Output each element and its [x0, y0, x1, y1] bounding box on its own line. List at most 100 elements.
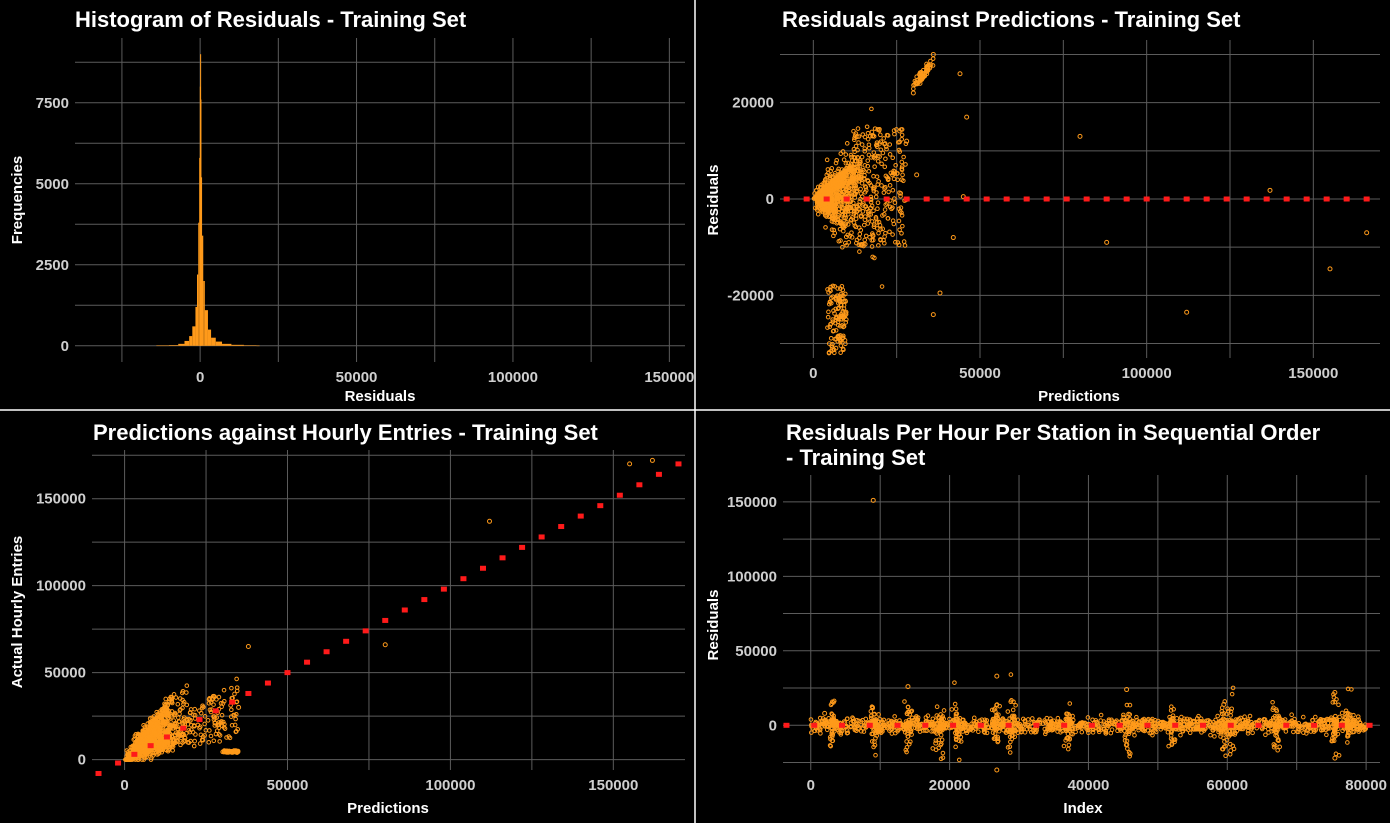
data-point [828, 284, 834, 290]
data-point [1007, 716, 1012, 721]
data-point [1236, 725, 1242, 731]
reference-marker [212, 708, 219, 714]
data-point [910, 718, 915, 723]
data-point [1169, 730, 1174, 735]
data-point [870, 704, 875, 710]
data-point [171, 718, 177, 723]
data-point [891, 168, 896, 174]
data-point [872, 164, 877, 169]
data-point [1122, 738, 1128, 743]
data-point [818, 192, 823, 197]
y-tick-label: 50000 [44, 665, 86, 682]
data-point [1016, 722, 1021, 727]
outlier-point [1364, 230, 1370, 236]
reference-marker [894, 722, 901, 728]
data-point [829, 701, 835, 706]
data-point [839, 323, 845, 328]
data-point [1326, 725, 1331, 730]
data-point [862, 134, 868, 140]
data-point [1149, 730, 1154, 736]
reference-marker [1203, 196, 1210, 202]
data-point [1268, 718, 1274, 724]
data-point [1274, 718, 1280, 724]
data-point [867, 180, 872, 186]
data-point [941, 716, 946, 722]
data-point [829, 295, 834, 301]
histogram-bar [201, 177, 203, 346]
data-point [855, 126, 861, 131]
data-point [842, 183, 847, 188]
histogram-bar [178, 343, 185, 346]
y-tick-label: 50000 [735, 643, 777, 660]
x-tick-label: 80000 [1345, 777, 1387, 794]
x-tick-label: 50000 [267, 777, 309, 794]
data-point [974, 719, 979, 725]
data-point [1030, 716, 1035, 721]
data-point [1009, 715, 1015, 720]
outlier-point [930, 312, 936, 318]
data-point [192, 712, 198, 718]
data-point [232, 691, 237, 697]
data-point [185, 740, 191, 745]
data-point [1112, 719, 1118, 725]
data-point [876, 230, 881, 236]
data-point [835, 333, 841, 339]
data-point [909, 732, 914, 737]
reference-marker [163, 734, 170, 740]
data-point [878, 147, 884, 153]
data-point [883, 202, 889, 207]
data-point [826, 309, 831, 315]
data-point [881, 136, 887, 141]
reference-marker [1063, 196, 1070, 202]
data-point [1042, 718, 1047, 723]
data-point [1276, 722, 1282, 728]
data-point [140, 730, 146, 735]
y-tick-label: 150000 [36, 491, 86, 508]
data-point [147, 720, 153, 725]
data-point [181, 717, 186, 722]
reference-line [783, 722, 1373, 728]
data-point [1007, 750, 1013, 755]
data-point [856, 225, 862, 230]
data-point [1332, 734, 1337, 740]
data-point [844, 317, 849, 322]
data-point [862, 237, 868, 243]
data-point [875, 127, 880, 132]
data-point [868, 713, 874, 719]
data-point [867, 234, 872, 240]
data-point [1080, 723, 1086, 729]
data-point [185, 722, 191, 727]
data-point [1336, 702, 1341, 708]
reference-marker [983, 196, 990, 202]
histogram-bar [195, 306, 197, 346]
data-point [899, 231, 904, 236]
data-point [1242, 721, 1248, 726]
data-point [1007, 744, 1013, 750]
data-point [819, 721, 825, 727]
data-point [219, 712, 225, 718]
data-point [971, 715, 977, 721]
data-point [1210, 727, 1215, 733]
grid [92, 450, 685, 770]
data-point [156, 713, 161, 718]
marks [783, 497, 1373, 773]
data-point [165, 701, 171, 707]
data-point [871, 173, 876, 179]
data-point [839, 213, 845, 218]
data-point [1304, 723, 1310, 728]
data-point [868, 715, 874, 721]
data-point [1323, 727, 1329, 733]
data-point [857, 249, 862, 254]
reference-marker [950, 722, 957, 728]
data-point [1290, 719, 1295, 724]
data-point [838, 350, 843, 355]
data-point [1196, 713, 1201, 719]
data-point [1070, 717, 1076, 723]
data-point [174, 721, 179, 726]
x-tick-label: 60000 [1206, 777, 1248, 794]
data-point [229, 723, 235, 728]
data-point [1172, 737, 1178, 742]
data-point [928, 62, 934, 68]
x-tick-label: 0 [120, 777, 128, 794]
